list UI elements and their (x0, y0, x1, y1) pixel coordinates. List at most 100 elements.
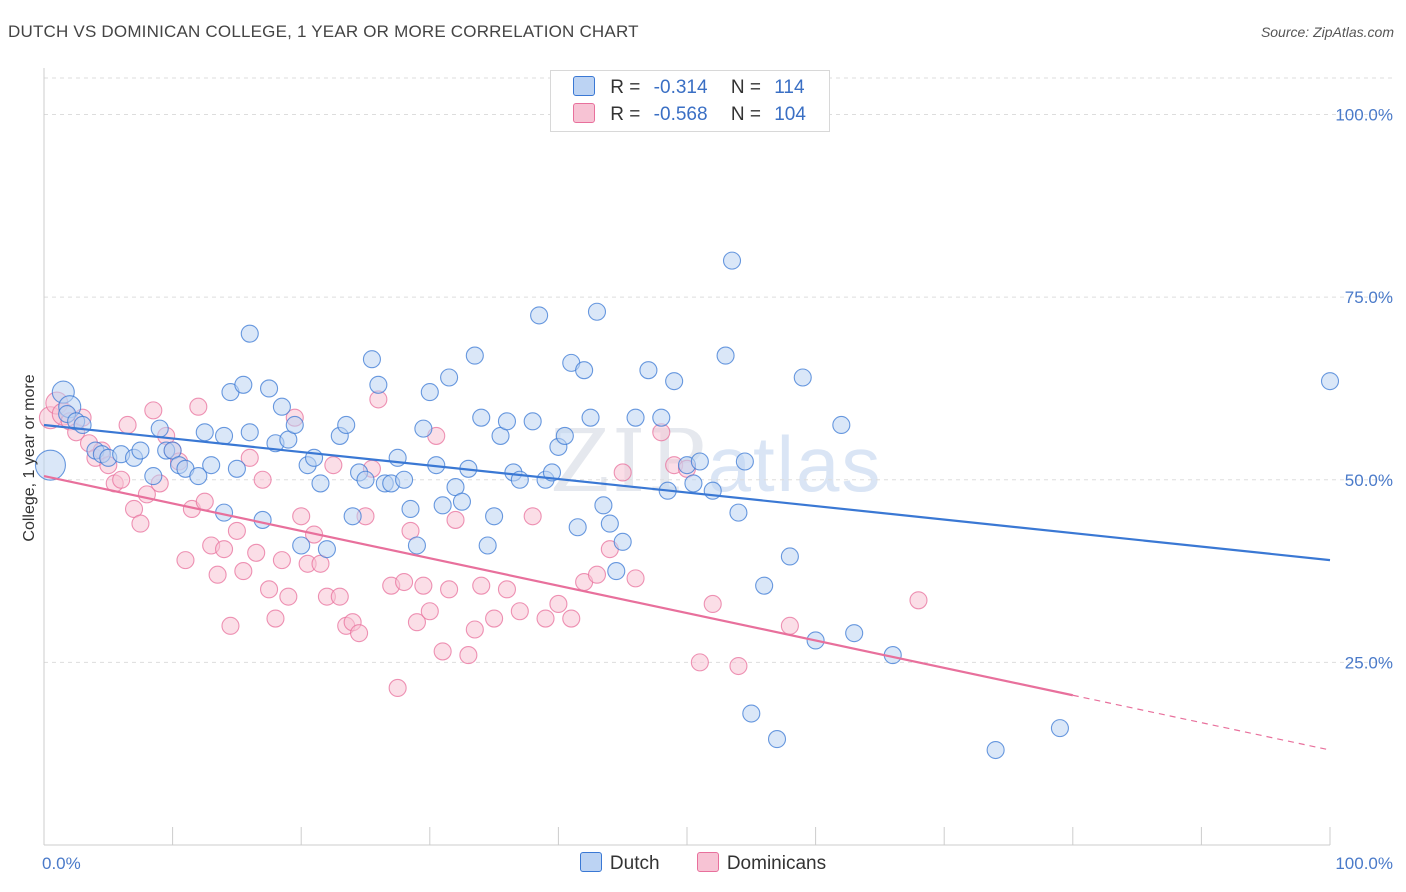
data-point (234, 375, 253, 394)
data-point (465, 346, 484, 365)
data-point (568, 518, 587, 537)
data-point (195, 423, 214, 442)
y-tick-label: 100.0% (1335, 106, 1393, 125)
data-point (832, 415, 851, 435)
data-point (613, 532, 632, 551)
data-point (234, 562, 253, 581)
data-point (652, 408, 671, 427)
data-point (665, 372, 684, 391)
chart-title: DUTCH VS DOMINICAN COLLEGE, 1 YEAR OR MO… (8, 22, 639, 41)
data-point (131, 514, 150, 533)
data-point (317, 540, 336, 559)
data-point (208, 565, 227, 584)
data-point (240, 324, 259, 343)
dominicans-swatch (696, 852, 719, 872)
legend-n-value: 114 (774, 77, 805, 98)
data-point (549, 594, 568, 613)
data-point (144, 401, 163, 420)
data-point (703, 594, 722, 613)
data-point (581, 408, 600, 427)
data-point (285, 415, 304, 435)
data-point (407, 536, 426, 555)
data-point (202, 456, 221, 475)
dominicans-swatch (573, 103, 595, 123)
data-point (118, 415, 137, 435)
data-point (259, 580, 279, 599)
data-point (311, 474, 330, 493)
data-point (420, 383, 439, 402)
data-point (369, 375, 388, 394)
data-point (214, 540, 234, 559)
data-point (214, 426, 234, 445)
data-point (485, 609, 504, 628)
dutch-swatch (573, 76, 595, 96)
legend-dominicans-label: Dominicans (726, 853, 827, 874)
data-point (780, 616, 799, 635)
data-point (131, 441, 150, 460)
legend-row-dutch: R = -0.314 N = 114 (573, 76, 805, 100)
data-point (272, 551, 291, 570)
data-point (221, 616, 240, 635)
y-tick-label: 50.0% (1345, 471, 1393, 490)
data-point (440, 368, 459, 387)
data-point (459, 646, 478, 665)
data-point (613, 463, 632, 482)
data-point (542, 463, 562, 482)
y-tick-label: 25.0% (1345, 653, 1393, 672)
data-point (144, 467, 163, 486)
data-point (845, 624, 864, 643)
legend-item-dominicans: Dominicans (696, 852, 827, 875)
series-dominicans (38, 390, 928, 697)
data-point (433, 642, 452, 661)
data-point (433, 496, 452, 515)
data-point (536, 609, 555, 628)
data-point (420, 602, 439, 621)
legend-item-dutch: Dutch (579, 852, 660, 875)
legend-row-dominicans: R = -0.568 N = 104 (573, 103, 806, 127)
data-point (523, 507, 542, 526)
trend-line (43, 423, 1331, 562)
data-point (362, 350, 381, 369)
data-point (594, 496, 613, 515)
trend-line-extension (1072, 694, 1331, 751)
y-axis-label: College, 1 year or more (21, 374, 38, 541)
trend-lines (43, 423, 1331, 751)
legend-r-label: R = (610, 104, 641, 125)
legend-r-label: R = (610, 77, 641, 98)
data-point (395, 572, 414, 592)
data-point (780, 547, 799, 566)
data-point (253, 510, 272, 529)
data-point (112, 470, 131, 489)
data-point (272, 397, 291, 416)
legend-r-value: -0.568 (653, 104, 708, 125)
data-point (626, 569, 645, 588)
data-point (240, 448, 259, 467)
data-point (337, 415, 356, 435)
data-point (150, 419, 169, 438)
series-dutch (34, 251, 1340, 760)
data-point (497, 412, 517, 431)
data-point (452, 492, 472, 511)
data-point (497, 580, 517, 599)
data-point (330, 587, 349, 606)
data-point (407, 613, 426, 632)
data-point (909, 591, 928, 610)
data-point (189, 467, 208, 486)
data-point (189, 397, 208, 416)
data-point (986, 740, 1005, 760)
data-point (472, 576, 491, 595)
data-point (600, 514, 619, 533)
data-point (575, 361, 594, 380)
data-point (195, 492, 214, 511)
axis-labels: 25.0% 50.0% 75.0% 100.0% 0.0% 100.0% College, … (21, 106, 1393, 873)
x-tick-label: 0.0% (42, 854, 81, 873)
data-point (356, 470, 375, 489)
data-point (530, 306, 549, 325)
legend-dutch-label: Dutch (609, 853, 660, 874)
data-point (324, 456, 343, 475)
watermark: ZIPatlas (550, 412, 882, 512)
data-point (1320, 372, 1340, 391)
data-point (240, 423, 259, 442)
data-point (510, 602, 529, 621)
